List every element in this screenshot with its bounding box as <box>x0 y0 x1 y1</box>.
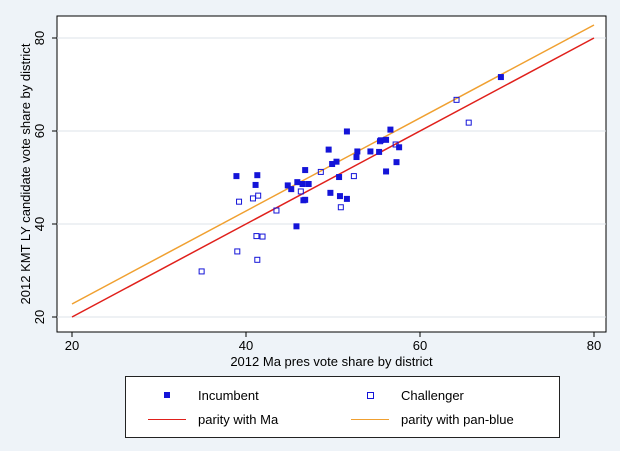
point-incumbent <box>299 181 306 188</box>
y-tick-label: 80 <box>32 31 47 45</box>
point-incumbent <box>387 126 394 133</box>
point-incumbent <box>252 181 259 188</box>
point-incumbent <box>354 148 361 155</box>
point-incumbent <box>325 146 332 153</box>
point-incumbent <box>336 174 343 181</box>
point-challenger <box>337 204 344 211</box>
x-tick-label: 20 <box>65 338 79 353</box>
point-incumbent <box>327 189 334 196</box>
point-incumbent <box>329 161 336 168</box>
point-challenger <box>254 256 261 263</box>
legend-label-parity-ma: parity with Ma <box>198 411 279 427</box>
legend-entry-parity-ma: parity with Ma <box>148 410 278 428</box>
point-incumbent <box>396 144 403 151</box>
legend-label-parity-pan-blue: parity with pan-blue <box>401 411 514 427</box>
legend-entry-incumbent: Incumbent <box>148 386 259 404</box>
point-challenger <box>198 268 205 275</box>
point-challenger <box>255 192 262 199</box>
data-points <box>198 74 504 275</box>
x-tick-label: 60 <box>413 338 427 353</box>
point-challenger <box>465 119 472 126</box>
point-challenger <box>350 173 357 180</box>
point-challenger <box>317 168 324 175</box>
point-challenger <box>392 141 399 148</box>
point-challenger <box>236 198 243 205</box>
point-challenger <box>376 138 383 145</box>
point-challenger <box>259 233 266 240</box>
point-incumbent <box>336 193 343 200</box>
legend-label-challenger: Challenger <box>401 387 464 403</box>
filled-square-icon <box>148 386 186 404</box>
point-incumbent <box>393 159 400 166</box>
legend-entry-challenger: Challenger <box>351 386 464 404</box>
y-tick-label: 40 <box>32 217 47 231</box>
point-incumbent <box>353 154 360 161</box>
point-challenger <box>273 207 280 214</box>
point-incumbent <box>284 182 291 189</box>
legend: Incumbent Challenger parity with Ma pari… <box>125 376 560 438</box>
point-incumbent <box>343 195 350 202</box>
x-axis-title: 2012 Ma pres vote share by district <box>230 354 433 369</box>
orange-line-icon <box>351 410 389 428</box>
plot-area <box>56 15 607 333</box>
point-incumbent <box>294 179 301 186</box>
point-challenger <box>234 248 241 255</box>
point-incumbent <box>367 148 374 155</box>
point-challenger <box>253 233 260 240</box>
y-tick-label: 60 <box>32 124 47 138</box>
x-tick-label: 80 <box>587 338 601 353</box>
legend-entry-parity-pan-blue: parity with pan-blue <box>351 410 514 428</box>
point-incumbent <box>305 181 312 188</box>
legend-label-incumbent: Incumbent <box>198 387 259 403</box>
point-challenger <box>297 188 304 195</box>
point-challenger <box>453 96 460 103</box>
axes: 20 40 60 80 20 40 60 80 <box>32 31 601 353</box>
point-incumbent <box>333 158 340 165</box>
point-incumbent <box>383 168 390 175</box>
y-axis-title: 2012 KMT LY candidate vote share by dist… <box>18 43 33 304</box>
point-incumbent <box>293 223 300 230</box>
point-incumbent <box>343 128 350 135</box>
x-tick-label: 40 <box>239 338 253 353</box>
point-incumbent <box>497 74 504 81</box>
point-incumbent <box>302 167 309 174</box>
point-incumbent <box>288 186 295 193</box>
red-line-icon <box>148 410 186 428</box>
hollow-square-icon <box>351 386 389 404</box>
y-tick-label: 20 <box>32 310 47 324</box>
point-incumbent <box>233 173 240 180</box>
point-incumbent <box>377 137 384 144</box>
point-incumbent <box>383 136 390 143</box>
point-incumbent <box>254 172 261 179</box>
point-incumbent <box>376 148 383 155</box>
grid-lines <box>57 37 606 318</box>
point-incumbent <box>302 196 309 203</box>
series-line-parity-with-ma <box>71 37 595 318</box>
